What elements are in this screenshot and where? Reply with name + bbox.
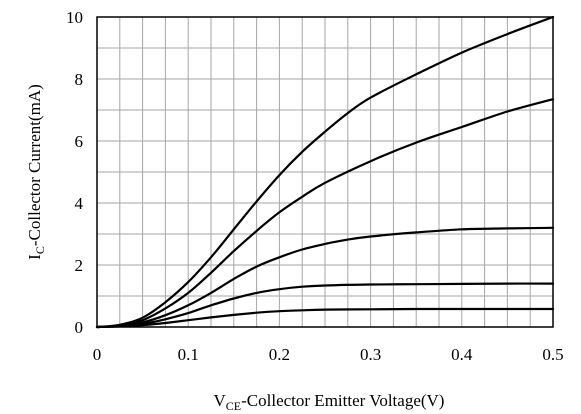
series-line-2 (95, 282, 555, 329)
y-tick-label: 10 (66, 8, 83, 27)
x-axis-label: VCE-Collector Emitter Voltage(V) (214, 391, 445, 413)
x-tick-label: 0 (93, 345, 102, 364)
x-tick-label: 0.1 (178, 345, 199, 364)
series-line-5 (95, 15, 555, 329)
series-line-4 (95, 98, 555, 329)
x-tick-label: 0.5 (542, 345, 563, 364)
y-tick-label: 2 (75, 256, 84, 275)
y-tick-label: 8 (75, 70, 84, 89)
series-line-1 (95, 307, 555, 329)
tick-labels: 0 0.1 0.2 0.3 0.4 0.5 0 2 4 6 8 10 (66, 8, 564, 364)
y-axis-label: IC-Collector Current(mA) (25, 84, 47, 260)
x-tick-label: 0.3 (360, 345, 381, 364)
series-lines (95, 15, 555, 329)
y-tick-label: 6 (75, 132, 84, 151)
y-tick-label: 0 (75, 318, 84, 337)
plot-frame (96, 16, 554, 328)
x-tick-label: 0.4 (451, 345, 473, 364)
x-tick-label: 0.2 (269, 345, 290, 364)
y-tick-label: 4 (75, 194, 84, 213)
grid-lines (97, 17, 553, 327)
series-line-3 (95, 226, 555, 329)
